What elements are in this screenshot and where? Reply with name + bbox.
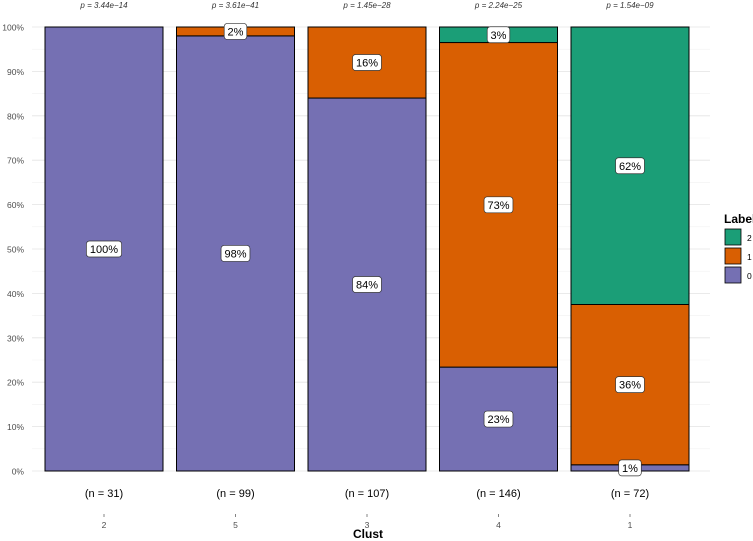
segment-label: 84% (356, 280, 378, 292)
segment-label-box (86, 240, 122, 258)
y-tick-label: 20% (7, 378, 24, 388)
segment-label-box (352, 54, 382, 71)
segment-label: 98% (224, 248, 246, 260)
y-tick-label: 70% (7, 156, 24, 166)
segment-label: 23% (487, 414, 509, 426)
segment-label-box (223, 23, 248, 40)
legend-swatch-2 (724, 228, 742, 246)
y-tick-label: 0% (12, 467, 25, 477)
segment-label-box (352, 276, 382, 293)
y-axis: 0% 10% 20% 30% 40% 50% 60% 70% 80% 90% 100% (2, 23, 24, 477)
n-label: (n = 99) (216, 488, 254, 500)
p-value-label: p = 3.61e−41 (211, 1, 259, 10)
segment-label: 1% (622, 463, 638, 475)
legend-swatch-1 (724, 247, 742, 265)
segment-label: 2% (228, 26, 244, 38)
segment-labels: 100% 98% 2% 84% 16% 23% 73% 3% 1% 36% 62% (86, 23, 645, 477)
segment-label: 100% (90, 244, 118, 256)
y-tick-label: 40% (7, 289, 24, 299)
segment-label-box (220, 245, 251, 262)
x-tick-label: 3 (365, 520, 370, 530)
segment-label-box (615, 157, 645, 175)
p-value-label: p = 1.45e−28 (342, 1, 391, 10)
x-tick-label: 5 (233, 520, 238, 530)
p-value-label: p = 2.24e−25 (474, 1, 523, 10)
n-labels: (n = 31) (n = 99) (n = 107) (n = 146) (n = 7… (85, 488, 649, 500)
y-tick-label: 10% (7, 422, 24, 432)
p-value-label: p = 1.54e−09 (605, 1, 654, 10)
segment-label: 36% (619, 380, 641, 392)
x-axis: 2 5 3 4 1 (102, 514, 633, 530)
legend-label-0: 0 (747, 271, 752, 281)
segment-label-box (483, 410, 514, 428)
x-tick-label: 1 (628, 520, 633, 530)
n-label: (n = 107) (345, 488, 389, 500)
legend-label-1: 1 (747, 252, 752, 262)
legend-label-2: 2 (747, 233, 752, 243)
y-tick-label: 60% (7, 200, 24, 210)
x-axis-title: Clust (353, 527, 383, 541)
p-value-label: p = 3.44e−14 (79, 1, 128, 10)
legend-title: Label (724, 212, 753, 226)
x-tick-label: 2 (102, 520, 107, 530)
n-label: (n = 146) (476, 488, 520, 500)
n-label: (n = 72) (611, 488, 649, 500)
y-tick-label: 80% (7, 111, 24, 121)
p-value-labels: p = 3.44e−14 p = 3.61e−41 p = 1.45e−28 p = … (79, 1, 654, 10)
segment-label: 73% (487, 200, 509, 212)
segment-label-box (615, 376, 645, 393)
legend-swatch-0 (724, 266, 742, 284)
bars (44, 26, 690, 472)
legend: Label 2 1 0 (724, 212, 753, 284)
y-tick-label: 50% (7, 245, 24, 255)
segment-label: 62% (619, 161, 641, 173)
segment-label-box (486, 26, 511, 44)
segment-label: 16% (356, 58, 378, 70)
y-tick-label: 30% (7, 333, 24, 343)
y-tick-label: 100% (2, 23, 24, 33)
segment-label-box (618, 459, 642, 477)
y-tick-label: 90% (7, 67, 24, 77)
n-label: (n = 31) (85, 488, 123, 500)
segment-label: 3% (491, 30, 507, 42)
x-tick-label: 4 (496, 520, 501, 530)
segment-label-box (483, 196, 514, 214)
